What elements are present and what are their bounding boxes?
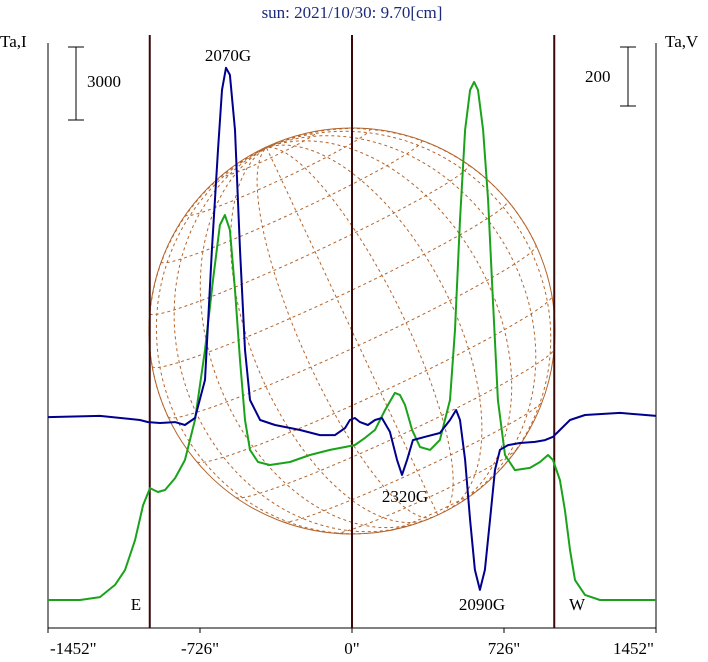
grid-line xyxy=(266,135,537,503)
annotation: W xyxy=(569,595,586,614)
grid-line xyxy=(173,147,413,533)
plot xyxy=(47,35,657,633)
grid-line xyxy=(148,147,267,417)
y-axis-label: Ta,I xyxy=(0,32,27,51)
series-line xyxy=(47,66,657,591)
annotation: 2070G xyxy=(205,46,251,65)
annotation: 2320G xyxy=(382,487,428,506)
grid-line xyxy=(155,147,380,535)
x-tick-label: 1452" xyxy=(613,639,654,658)
annotation: E xyxy=(131,595,141,614)
grid-line xyxy=(389,487,481,531)
scale-bar-label: 3000 xyxy=(87,72,121,91)
grid-line xyxy=(266,144,483,511)
grid-line xyxy=(283,401,543,523)
grid-line xyxy=(160,139,423,264)
grid-line xyxy=(266,127,537,246)
y2-axis-label: Ta,V xyxy=(665,32,699,51)
grid-line xyxy=(266,146,454,513)
x-tick-label: 0" xyxy=(344,639,359,658)
grid-line xyxy=(199,147,418,529)
grid-line xyxy=(335,448,518,534)
grid-line xyxy=(256,147,433,519)
grid-line xyxy=(196,296,553,464)
grid-line xyxy=(185,128,371,217)
grid-line xyxy=(266,140,513,505)
grid-line xyxy=(221,130,318,177)
solar-disk xyxy=(148,127,556,535)
x-tick-label: -1452" xyxy=(50,639,97,658)
annotation: 2090G xyxy=(459,595,505,614)
x-tick-label: 726" xyxy=(488,639,520,658)
scale-bar-label: 200 xyxy=(585,67,611,86)
x-tick-label: -726" xyxy=(181,639,219,658)
series-line xyxy=(48,80,656,601)
grid-line xyxy=(230,147,429,524)
chart-title: sun: 2021/10/30: 9.70[cm] xyxy=(262,3,443,22)
grid-line xyxy=(149,164,470,316)
grid-line xyxy=(266,147,439,516)
grid-line xyxy=(266,130,552,482)
grid-line xyxy=(235,348,555,499)
